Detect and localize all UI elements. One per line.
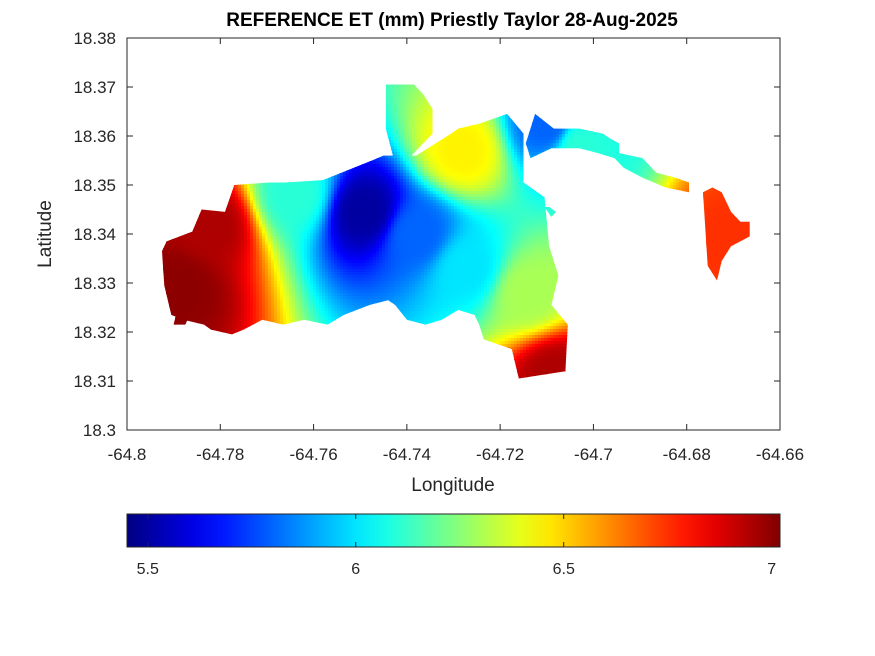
x-tick-label: -64.76 [289,445,337,464]
y-tick-label: 18.38 [73,29,116,48]
x-tick-label: -64.7 [574,445,613,464]
y-tick-label: 18.35 [73,176,116,195]
y-tick-label: 18.37 [73,78,116,97]
y-axis-ticks: 18.3 18.31 18.32 18.33 18.34 18.35 18.36 18.37 1… [73,29,780,440]
x-tick-label: -64.8 [108,445,147,464]
chart-title: REFERENCE ET (mm) Priestly Taylor 28-Aug… [226,10,678,31]
colorbar-tick-label: 6.5 [553,561,575,578]
colorbar-tick-label: 6 [351,561,360,578]
colorbar-tick-label: 7 [767,561,776,578]
colorbar-tick-label: 5.5 [137,561,159,578]
y-tick-label: 18.3 [83,421,116,440]
y-tick-label: 18.33 [73,274,116,293]
x-tick-label: -64.66 [756,445,804,464]
colorbar: 5.5 6 6.5 7 [126,513,781,578]
y-tick-label: 18.34 [73,225,116,244]
y-tick-label: 18.36 [73,127,116,146]
colorbar-ticks: 5.5 6 6.5 7 [137,514,776,578]
colorbar-bar [126,513,781,548]
x-tick-label: -64.72 [476,445,524,464]
x-tick-label: -64.68 [663,445,711,464]
y-axis-label: Latitude [35,200,56,268]
plot-area: -64.8 -64.78 -64.76 -64.74 -64.72 -64.7 -64.68… [73,29,804,464]
x-axis-ticks: -64.8 -64.78 -64.76 -64.74 -64.72 -64.7 -64.68… [108,38,804,464]
x-tick-label: -64.78 [196,445,244,464]
y-tick-label: 18.31 [73,372,116,391]
y-tick-label: 18.32 [73,323,116,342]
x-tick-label: -64.74 [383,445,431,464]
x-axis-label: Longitude [411,475,494,496]
